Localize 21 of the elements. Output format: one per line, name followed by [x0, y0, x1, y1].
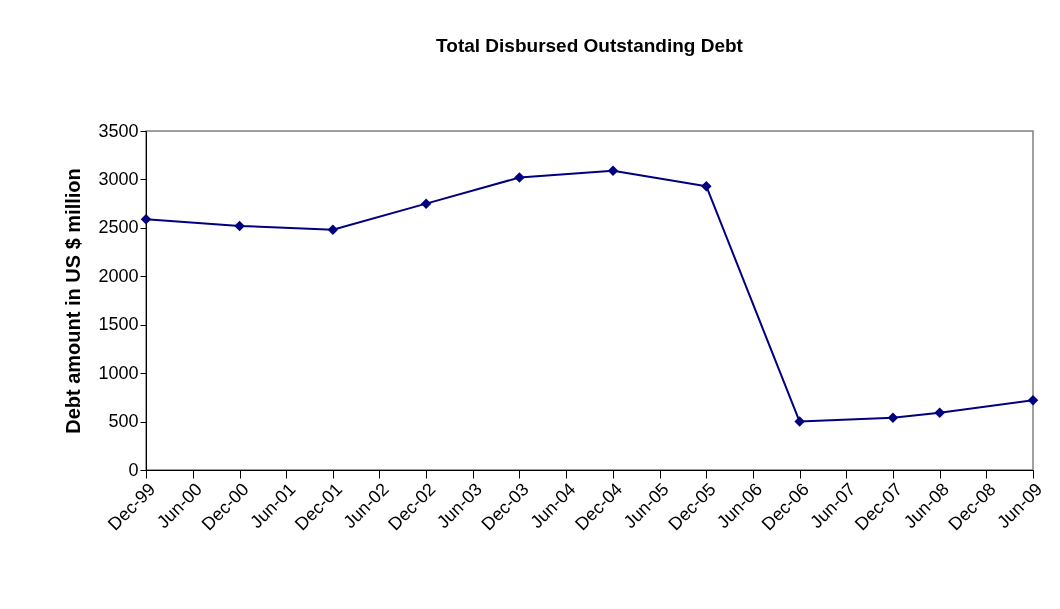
point [1027, 395, 1039, 406]
y-axis-title: Debt amount in US $ million [62, 168, 85, 434]
point [514, 172, 525, 183]
point [794, 416, 805, 427]
point [887, 412, 899, 423]
y-tick-label: 0 [128, 459, 139, 480]
y-tick-label: 1000 [98, 362, 139, 383]
point [934, 407, 945, 419]
point [420, 198, 432, 209]
y-tick-label: 500 [108, 411, 139, 432]
point [234, 220, 245, 232]
y-tick-label: 2500 [98, 217, 139, 238]
y-tick-label: 1500 [98, 314, 139, 335]
y-tick-label: 3500 [98, 120, 139, 141]
point [701, 180, 712, 192]
y-tick-label: 2000 [98, 265, 139, 286]
point [607, 165, 619, 176]
chart-title: Total Disbursed Outstanding Debt [436, 35, 744, 56]
point [327, 224, 339, 236]
y-tick-label: 3000 [98, 168, 139, 189]
point [140, 213, 152, 225]
